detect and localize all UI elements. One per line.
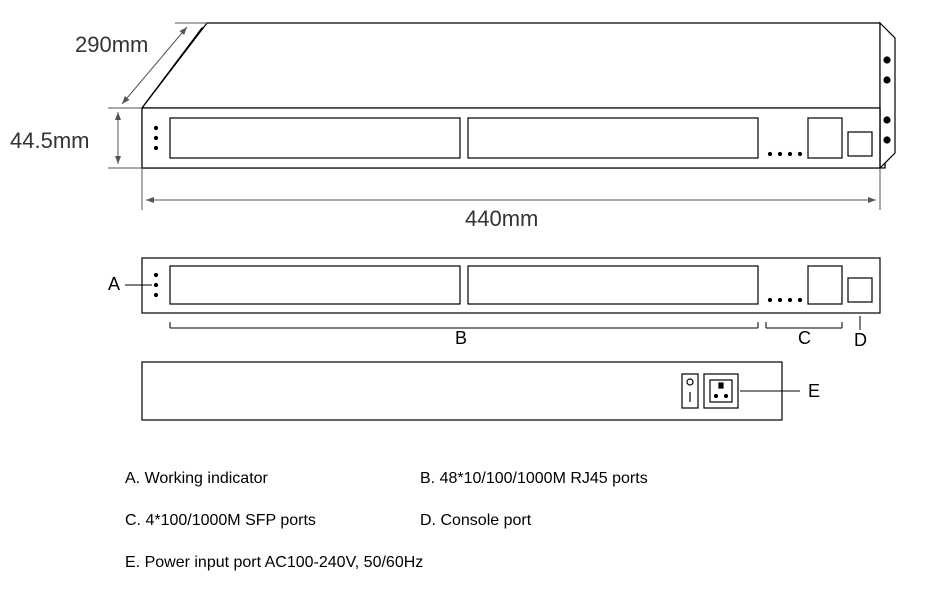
callout-C-label: C <box>798 328 811 348</box>
device-isometric-clean <box>142 23 895 168</box>
dim-depth-label: 290mm <box>75 32 148 57</box>
legend-B: B. 48*10/100/1000M RJ45 ports <box>420 470 648 488</box>
legend-C: C. 4*100/1000M SFP ports <box>125 512 316 530</box>
legend-A: A. Working indicator <box>125 470 268 488</box>
device-front-view <box>142 258 880 313</box>
callout-E-label: E <box>808 381 820 401</box>
dim-width-label: 440mm <box>465 206 538 231</box>
device-rear-view <box>142 362 782 420</box>
legend-D: D. Console port <box>420 512 531 530</box>
dimension-width <box>142 168 880 210</box>
legend-E: E. Power input port AC100-240V, 50/60Hz <box>125 554 423 572</box>
callout-D-label: D <box>854 330 867 350</box>
callout-B-label: B <box>455 328 467 348</box>
dim-height-label: 44.5mm <box>10 128 89 153</box>
power-input-port <box>682 374 738 408</box>
callout-A-label: A <box>108 274 120 294</box>
dimension-height <box>108 108 142 168</box>
